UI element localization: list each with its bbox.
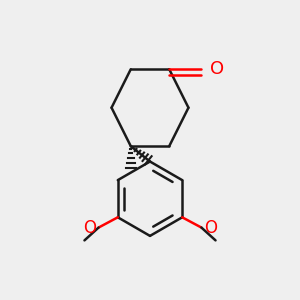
Text: O: O	[204, 219, 217, 237]
Text: O: O	[83, 219, 96, 237]
Text: O: O	[210, 60, 224, 78]
